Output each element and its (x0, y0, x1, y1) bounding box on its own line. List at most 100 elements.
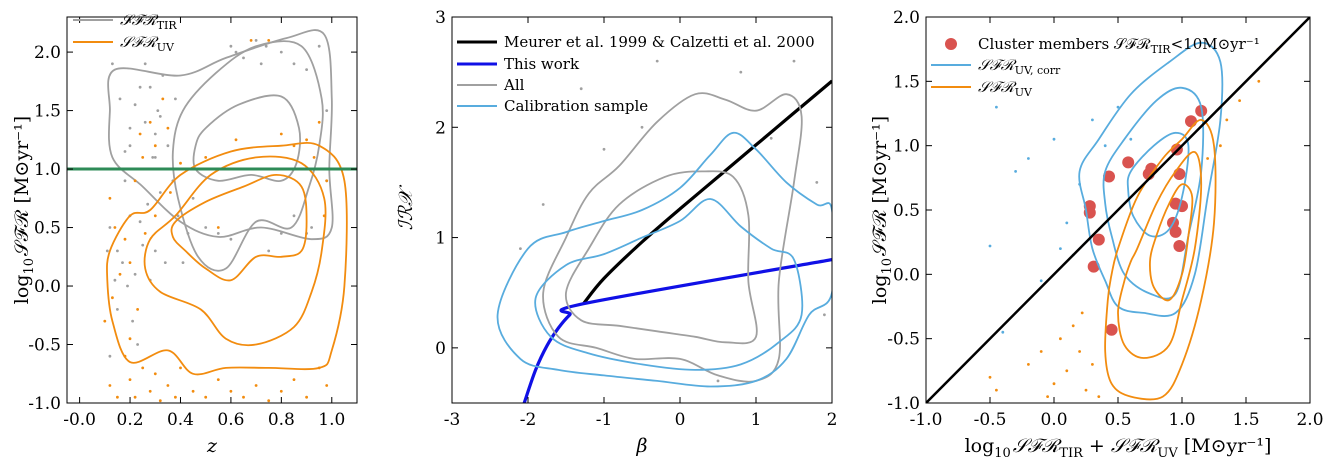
sfr-uv-point (128, 378, 132, 381)
sfr-uv-point (1225, 118, 1229, 122)
sfr-uv-point (249, 39, 253, 42)
x-tick-label: 1.0 (318, 410, 345, 430)
sfr-uv-point (136, 308, 140, 311)
x-tick-label: 0.5 (1104, 410, 1131, 430)
x-tick-label: 0.8 (268, 410, 295, 430)
cluster-member-point (1103, 170, 1115, 183)
sfr-uv-point (141, 156, 145, 159)
sfr-uv-corr-point (1129, 137, 1133, 141)
legend-swatch-cluster-members (945, 38, 957, 50)
legend-label-sfr-uv-corr: 𝒮ℱℛUV, corr (978, 56, 1061, 77)
sfr-tir-point (128, 126, 132, 130)
sfr-uv-point (174, 395, 177, 399)
all-point (541, 203, 545, 206)
one-to-one-line (926, 17, 1310, 403)
sfr-uv-corr-contour (1078, 41, 1224, 317)
sfr-uv-point (242, 395, 245, 399)
y-tick-label: 1.5 (34, 102, 61, 122)
sfr-uv-point (153, 144, 157, 148)
sfr-uv-point (229, 389, 233, 393)
sfr-tir-point (156, 109, 160, 112)
sfr-uv-point (1257, 79, 1261, 83)
sfr-uv-point (111, 296, 114, 300)
calibration-sample-contour (534, 198, 804, 371)
sfr-tir-point (264, 44, 268, 48)
sfr-tir-point (267, 249, 271, 253)
cluster-member-point (1122, 156, 1135, 169)
panel-irx-vs-beta: -3 -2 -1 0 1 2 0 1 2 3 β ℐℛ𝒳 Meurer et al. 1999 &… (395, 8, 837, 457)
legend-label-sfr-tir: 𝒮ℱℛTIR (120, 11, 177, 32)
sfr-uv-point (1059, 337, 1062, 341)
sfr-uv-contour (1104, 119, 1217, 401)
sfr-tir-point (108, 354, 112, 358)
meurer-et-al-1999-calzetti-et-al-2000-line (582, 79, 832, 305)
sfr-uv-point (234, 138, 238, 142)
sfr-uv-point (1065, 369, 1069, 373)
sfr-uv-corr-point (1091, 118, 1094, 122)
sfr-uv-point (113, 226, 117, 229)
sfr-uv-corr-point (1027, 157, 1030, 160)
sfr-uv-point (254, 384, 258, 387)
y-axis-label: log10𝒮ℱℛ [M⊙yr⁻¹] (869, 116, 895, 304)
sfr-tir-contour (171, 40, 324, 272)
all-point (769, 136, 773, 140)
sfr-uv-corr-point (1039, 279, 1043, 283)
sfr-tir-point (126, 284, 129, 288)
x-axis-label: z (206, 435, 218, 457)
sfr-tir-point (116, 308, 119, 311)
sfr-uv-point (153, 214, 157, 218)
sfr-uv-point (1071, 324, 1075, 328)
all-point (792, 59, 796, 63)
sfr-tir-point (121, 261, 124, 264)
y-tick-label: -0.5 (28, 336, 61, 356)
sfr-tir-point (254, 39, 258, 42)
sfr-uv-point (191, 389, 195, 393)
y-axis-label: ℐℛ𝒳 (395, 184, 417, 230)
sfr-uv-point (1078, 350, 1081, 353)
legend: Cluster members 𝒮ℱℛTIR<10M⊙yr⁻¹ 𝒮ℱℛUV, c… (931, 35, 1260, 99)
sfr-tir-contour (107, 29, 334, 241)
sfr-tir-point (153, 156, 157, 159)
sfr-uv-point (166, 126, 170, 130)
y-tick-label: 2.0 (893, 8, 920, 28)
all-contour (565, 170, 758, 345)
sfr-tir-point (158, 191, 162, 194)
legend-label-this-work: This work (504, 55, 580, 73)
sfr-tir-point (174, 97, 177, 101)
sfr-uv-point (267, 39, 271, 42)
sfr-uv-point (108, 196, 112, 200)
sfr-tir-point (111, 62, 114, 66)
sfr-tir-point (292, 62, 296, 66)
sfr-tir-point (279, 50, 283, 54)
sfr-uv-point (1097, 395, 1101, 398)
x-tick-label: 0.0 (1040, 410, 1067, 430)
sfr-uv-point (128, 337, 132, 341)
x-tick-label: 2.0 (1296, 410, 1323, 430)
sfr-tir-point (141, 243, 145, 247)
legend-label-meurer: Meurer et al. 1999 & Calzetti et al. 200… (504, 33, 815, 51)
sfr-uv-point (305, 395, 308, 399)
sfr-uv-point (161, 97, 165, 101)
sfr-uv-point (204, 156, 208, 159)
sfr-uv-point (123, 237, 127, 241)
sfr-uv-corr-point (988, 244, 992, 248)
sfr-tir-point (146, 202, 150, 206)
y-tick-label: 2 (435, 118, 446, 138)
sfr-uv-point (988, 375, 992, 379)
sfr-tir-point (138, 85, 142, 89)
sfr-uv-point (148, 389, 152, 393)
sfr-uv-point (108, 384, 112, 387)
x-tick-label: -1.0 (910, 410, 943, 430)
all-point (640, 125, 644, 129)
sfr-uv-contour (1117, 151, 1203, 359)
sfr-uv-corr-point (1103, 144, 1107, 148)
x-tick-label: 0.6 (217, 410, 244, 430)
sfr-uv-point (216, 226, 220, 229)
sfr-uv-corr-point (995, 105, 998, 109)
this-work-line (522, 258, 832, 403)
cluster-member-point (1105, 323, 1118, 336)
y-tick-label: 0.0 (34, 277, 61, 297)
sfr-tir-point (191, 196, 195, 200)
sfr-uv-point (216, 378, 220, 381)
sfr-uv-corr-point (1052, 137, 1056, 141)
